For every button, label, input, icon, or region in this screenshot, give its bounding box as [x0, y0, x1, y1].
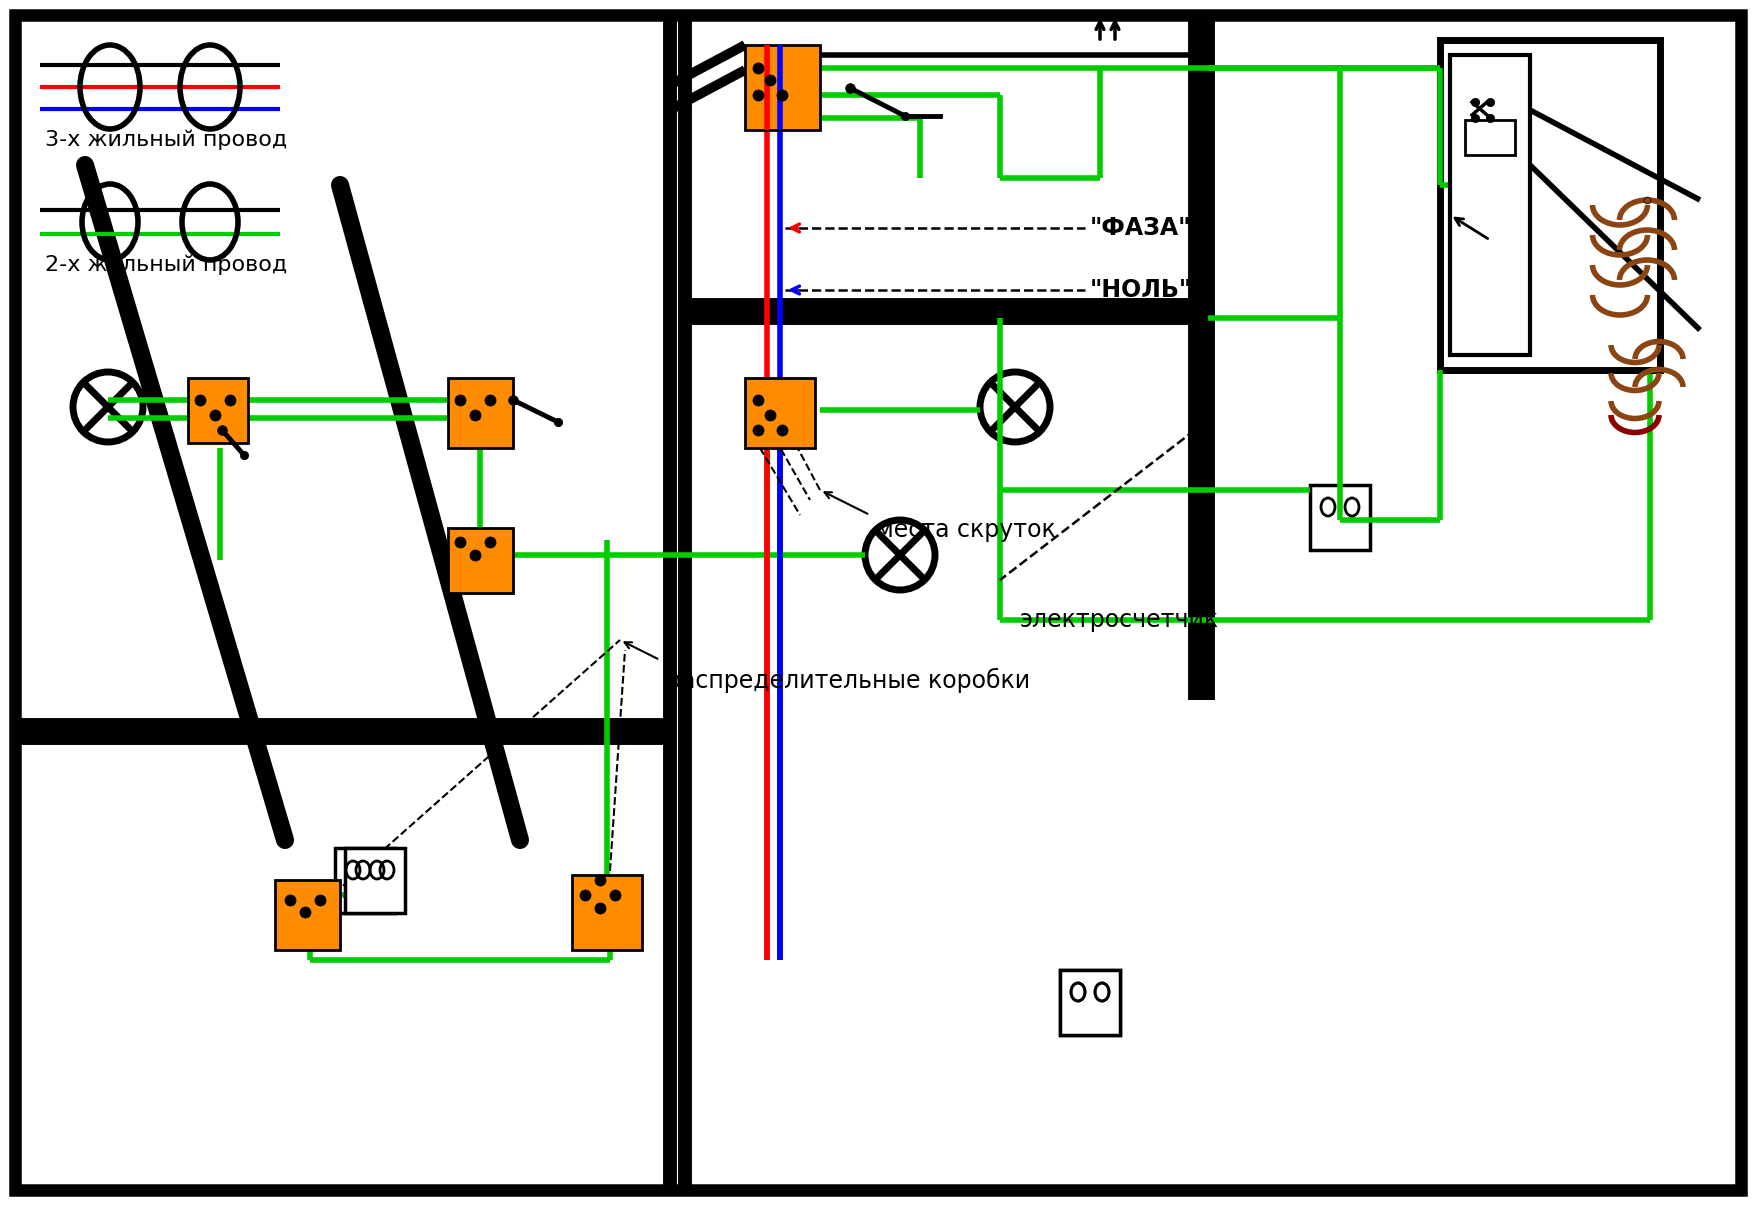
Text: места скруток: места скруток [876, 518, 1055, 542]
Circle shape [979, 372, 1049, 442]
Text: "ФАЗА": "ФАЗА" [1090, 216, 1192, 240]
Bar [572, 875, 642, 950]
Bar [1450, 55, 1529, 355]
Circle shape [865, 521, 934, 590]
Bar [1309, 484, 1369, 549]
Text: электросчетчик: электросчетчик [1020, 609, 1218, 631]
Bar [344, 848, 405, 913]
Text: 2-х жильный провод: 2-х жильный провод [46, 255, 288, 276]
Bar [1464, 120, 1515, 155]
Bar [188, 378, 247, 443]
Text: 3-х жильный провод: 3-х жильный провод [46, 130, 288, 151]
Bar [1060, 970, 1120, 1035]
Text: "НОЛЬ": "НОЛЬ" [1090, 278, 1192, 302]
Bar [276, 880, 340, 950]
Circle shape [74, 372, 142, 442]
Bar [1439, 40, 1658, 370]
Bar [744, 378, 814, 448]
Bar [448, 528, 512, 593]
Bar [744, 45, 820, 130]
Text: распределительные коробки: распределительные коробки [665, 668, 1030, 693]
Bar [335, 848, 395, 913]
Bar [1060, 970, 1120, 1035]
Bar [448, 378, 512, 448]
